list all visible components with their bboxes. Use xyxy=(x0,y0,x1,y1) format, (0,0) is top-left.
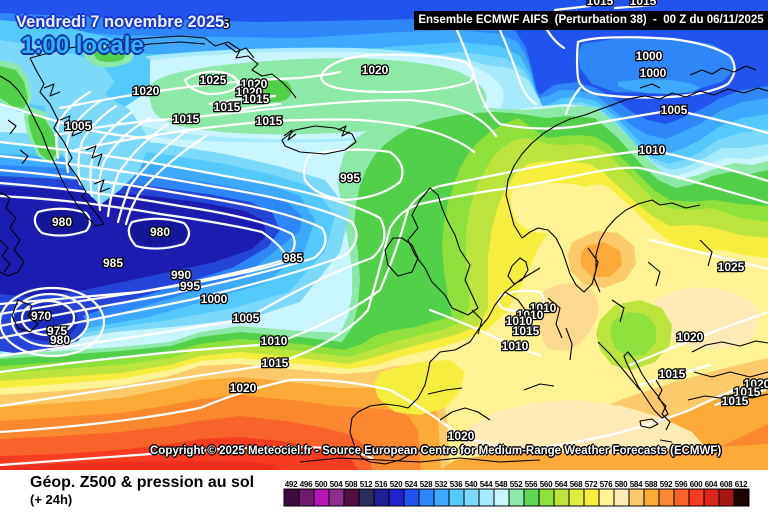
svg-text:1010: 1010 xyxy=(530,301,557,315)
svg-text:508: 508 xyxy=(345,480,358,489)
svg-text:1015: 1015 xyxy=(587,0,614,8)
svg-text:608: 608 xyxy=(720,480,733,489)
svg-text:1020: 1020 xyxy=(236,85,263,99)
svg-text:564: 564 xyxy=(555,480,568,489)
svg-text:544: 544 xyxy=(480,480,493,489)
svg-text:492: 492 xyxy=(285,480,298,489)
svg-text:975: 975 xyxy=(47,324,67,338)
svg-text:1010: 1010 xyxy=(517,308,544,322)
svg-text:995: 995 xyxy=(340,171,360,185)
svg-text:985: 985 xyxy=(103,256,123,270)
svg-text:1005: 1005 xyxy=(233,311,260,325)
svg-text:528: 528 xyxy=(420,480,433,489)
svg-text:985: 985 xyxy=(283,251,303,265)
svg-text:1015: 1015 xyxy=(256,114,283,128)
svg-text:1015: 1015 xyxy=(734,385,761,399)
svg-text:524: 524 xyxy=(405,480,418,489)
svg-text:1025: 1025 xyxy=(718,260,745,274)
svg-text:1005: 1005 xyxy=(661,103,688,117)
svg-text:560: 560 xyxy=(540,480,553,489)
svg-text:1025: 1025 xyxy=(200,73,227,87)
svg-text:588: 588 xyxy=(645,480,658,489)
svg-text:990: 990 xyxy=(171,268,191,282)
svg-text:1010: 1010 xyxy=(506,314,533,328)
svg-text:1020: 1020 xyxy=(362,63,389,77)
svg-text:1015: 1015 xyxy=(262,356,289,370)
svg-text:596: 596 xyxy=(675,480,688,489)
svg-text:552: 552 xyxy=(510,480,523,489)
svg-text:1015: 1015 xyxy=(214,100,241,114)
svg-text:496: 496 xyxy=(300,480,313,489)
svg-text:580: 580 xyxy=(615,480,628,489)
svg-text:980: 980 xyxy=(50,333,70,347)
svg-text:540: 540 xyxy=(465,480,478,489)
svg-text:1015: 1015 xyxy=(722,394,749,408)
svg-text:1000: 1000 xyxy=(636,49,663,63)
svg-text:1015: 1015 xyxy=(630,0,657,8)
svg-text:612: 612 xyxy=(735,480,748,489)
svg-text:572: 572 xyxy=(585,480,598,489)
svg-text:536: 536 xyxy=(450,480,463,489)
svg-text:504: 504 xyxy=(330,480,343,489)
svg-text:970: 970 xyxy=(31,309,51,323)
svg-text:556: 556 xyxy=(525,480,538,489)
svg-text:1020: 1020 xyxy=(677,330,704,344)
svg-text:980: 980 xyxy=(150,225,170,239)
svg-text:500: 500 xyxy=(315,480,328,489)
svg-text:1000: 1000 xyxy=(640,66,667,80)
svg-text:592: 592 xyxy=(660,480,673,489)
svg-text:1020: 1020 xyxy=(133,84,160,98)
svg-text:548: 548 xyxy=(495,480,508,489)
svg-text:584: 584 xyxy=(630,480,643,489)
svg-text:1020: 1020 xyxy=(241,77,268,91)
svg-text:1020: 1020 xyxy=(230,381,257,395)
svg-text:5: 5 xyxy=(223,17,230,31)
svg-text:568: 568 xyxy=(570,480,583,489)
svg-text:520: 520 xyxy=(390,480,403,489)
svg-text:604: 604 xyxy=(705,480,718,489)
svg-text:600: 600 xyxy=(690,480,703,489)
svg-text:532: 532 xyxy=(435,480,448,489)
svg-text:1015: 1015 xyxy=(243,92,270,106)
svg-text:980: 980 xyxy=(52,215,72,229)
svg-text:1010: 1010 xyxy=(502,339,529,353)
svg-text:1015: 1015 xyxy=(659,367,686,381)
svg-text:995: 995 xyxy=(180,279,200,293)
svg-text:512: 512 xyxy=(360,480,373,489)
svg-text:1020: 1020 xyxy=(744,377,768,391)
svg-text:1015: 1015 xyxy=(173,112,200,126)
svg-text:1000: 1000 xyxy=(201,292,228,306)
svg-text:1005: 1005 xyxy=(65,119,92,133)
svg-text:516: 516 xyxy=(375,480,388,489)
svg-text:1020: 1020 xyxy=(448,429,475,443)
svg-text:576: 576 xyxy=(600,480,613,489)
svg-text:1010: 1010 xyxy=(261,334,288,348)
svg-text:1015: 1015 xyxy=(513,324,540,338)
svg-text:1010: 1010 xyxy=(639,143,666,157)
